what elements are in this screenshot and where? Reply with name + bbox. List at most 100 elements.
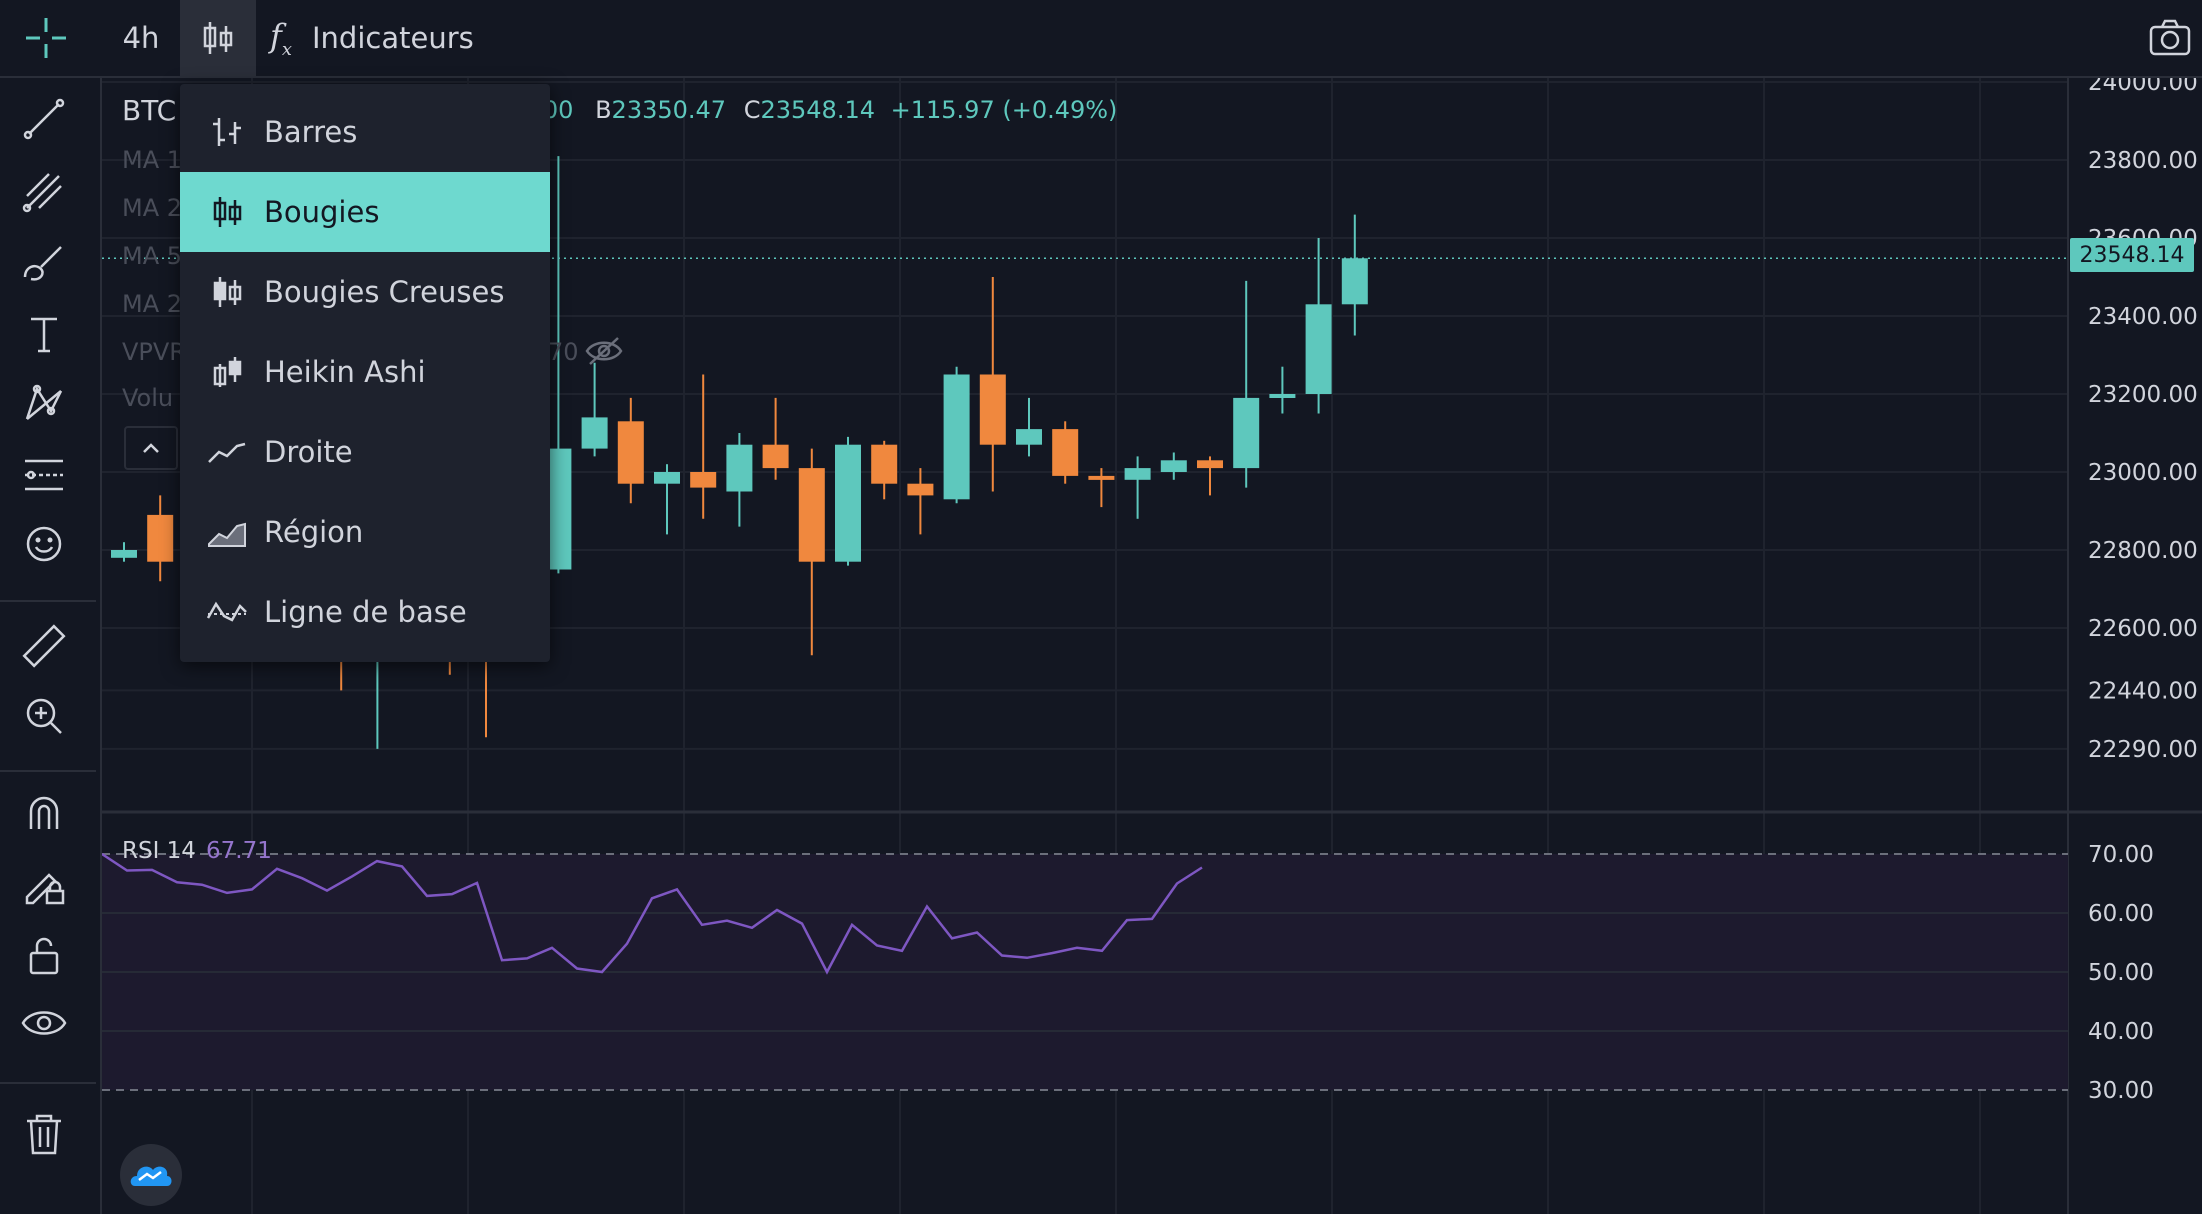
price-tick-label: 23000.00	[2088, 460, 2198, 486]
rsi-tick-label: 50.00	[2088, 960, 2154, 986]
crosshair-tool-icon[interactable]	[0, 0, 92, 76]
price-tick-label: 23800.00	[2088, 148, 2198, 174]
menu-item-label: Bougies	[264, 195, 380, 229]
brush-icon[interactable]	[18, 236, 70, 288]
price-tick-label: 23200.00	[2088, 382, 2198, 408]
collapse-legend-button[interactable]	[124, 426, 178, 470]
line-icon	[202, 432, 252, 472]
indicators-button[interactable]: fx Indicateurs	[270, 0, 480, 76]
candle-body	[1052, 429, 1079, 476]
candle-body	[726, 444, 753, 492]
chevron-up-icon	[143, 443, 159, 453]
forecast-icon[interactable]	[18, 448, 70, 500]
pattern-icon[interactable]	[18, 378, 70, 430]
rsi-value: 67.71	[206, 838, 272, 864]
menu-item-label: Bougies Creuses	[264, 275, 505, 309]
trend-line-icon[interactable]	[18, 93, 70, 145]
hollow-candles-icon	[202, 272, 252, 312]
magnet-icon[interactable]	[18, 788, 70, 840]
menu-item-droite[interactable]: Droite	[180, 412, 550, 492]
price-tick-label: 22600.00	[2088, 616, 2198, 642]
candle-body	[654, 472, 680, 484]
candle-body	[1269, 394, 1296, 398]
candle-body	[762, 444, 789, 469]
menu-item-heikin-ashi[interactable]: Heikin Ashi	[180, 332, 550, 412]
candle-body	[798, 468, 825, 562]
heikin-ashi-icon	[202, 352, 252, 392]
menu-item-label: Droite	[264, 435, 353, 469]
chart-type-button[interactable]	[180, 0, 256, 76]
emoji-icon[interactable]	[18, 518, 70, 570]
price-chart[interactable]: 24000.0023800.0023600.0023400.0023200.00…	[102, 78, 2202, 1214]
candle-body	[1197, 460, 1223, 469]
menu-item-barres[interactable]: Barres	[180, 92, 550, 172]
zoom-in-icon[interactable]	[18, 690, 70, 742]
camera-icon[interactable]	[2140, 0, 2200, 76]
rsi-tick-label: 60.00	[2088, 901, 2154, 927]
last-price-tag: 23548.14	[2070, 238, 2194, 272]
candle-body	[617, 421, 644, 484]
rsi-tick-label: 40.00	[2088, 1019, 2154, 1045]
tradingview-logo-icon[interactable]	[120, 1144, 182, 1206]
menu-item-bougies-creuses[interactable]: Bougies Creuses	[180, 252, 550, 332]
candle-body	[1160, 460, 1187, 472]
interval-button[interactable]: 4h	[122, 21, 160, 55]
candle-body	[1305, 304, 1332, 394]
candle-body	[907, 483, 934, 496]
price-tick-label: 24000.00	[2088, 78, 2198, 96]
price-tick-label: 23400.00	[2088, 304, 2198, 330]
close-value: 23548.14	[760, 96, 875, 124]
menu-item-ligne-de-base[interactable]: Ligne de base	[180, 572, 550, 652]
candle-body	[1088, 475, 1115, 480]
candle-body	[1233, 397, 1260, 469]
ma-legend-2: MA 2	[122, 194, 183, 222]
rsi-label: RSI 14	[122, 838, 196, 864]
candle-body	[835, 444, 861, 562]
candle-body	[111, 550, 137, 558]
drawing-toolbar	[0, 78, 102, 1214]
symbol-label: BTC	[122, 94, 177, 127]
candle-body	[979, 374, 1006, 445]
ohlc-legend: 6.00 B23350.47 C23548.14 +115.97 (+0.49%…	[520, 96, 1117, 124]
vpvr-legend: VPVR	[122, 338, 186, 366]
candle-body	[1124, 468, 1151, 480]
unlock-icon[interactable]	[18, 930, 70, 982]
price-tick-label: 22800.00	[2088, 538, 2198, 564]
candle-body	[1341, 258, 1368, 305]
trash-icon[interactable]	[18, 1108, 70, 1160]
eye-icon[interactable]	[18, 998, 70, 1050]
ruler-icon[interactable]	[18, 620, 70, 672]
candle-body	[690, 472, 717, 488]
candles-icon	[202, 192, 252, 232]
indicators-label: Indicateurs	[312, 21, 474, 55]
baseline-icon	[202, 592, 252, 632]
price-tick-label: 22440.00	[2088, 678, 2198, 704]
close-label: C	[743, 96, 761, 124]
candle-body	[581, 417, 608, 449]
candles-icon	[203, 22, 233, 54]
top-toolbar: 4h fx Indicateurs	[0, 0, 2202, 78]
ma-legend-3: MA 5	[122, 242, 183, 270]
hide-eye-icon[interactable]	[584, 334, 624, 374]
function-icon: fx	[270, 16, 292, 60]
rsi-line	[102, 852, 1203, 975]
text-icon[interactable]	[18, 308, 70, 360]
vpvr-value: 70	[548, 338, 579, 366]
chart-type-menu: Barres Bougies Bougies Creuses Heikin As…	[180, 84, 550, 662]
lock-drawing-icon[interactable]	[18, 858, 70, 910]
rsi-tick-label: 30.00	[2088, 1078, 2154, 1104]
bars-icon	[202, 112, 252, 152]
menu-item-region[interactable]: Région	[180, 492, 550, 572]
menu-item-bougies[interactable]: Bougies	[180, 172, 550, 252]
menu-item-label: Région	[264, 515, 364, 549]
low-label: B	[595, 96, 612, 124]
candle-body	[943, 374, 970, 500]
candle-body	[871, 444, 898, 484]
candle-body	[147, 514, 174, 562]
fib-tools-icon[interactable]	[18, 165, 70, 217]
price-tick-label: 22290.00	[2088, 737, 2198, 763]
menu-item-label: Barres	[264, 115, 358, 149]
menu-item-label: Heikin Ashi	[264, 355, 426, 389]
change-value: +115.97 (+0.49%)	[890, 96, 1118, 124]
rsi-tick-label: 70.00	[2088, 842, 2154, 868]
